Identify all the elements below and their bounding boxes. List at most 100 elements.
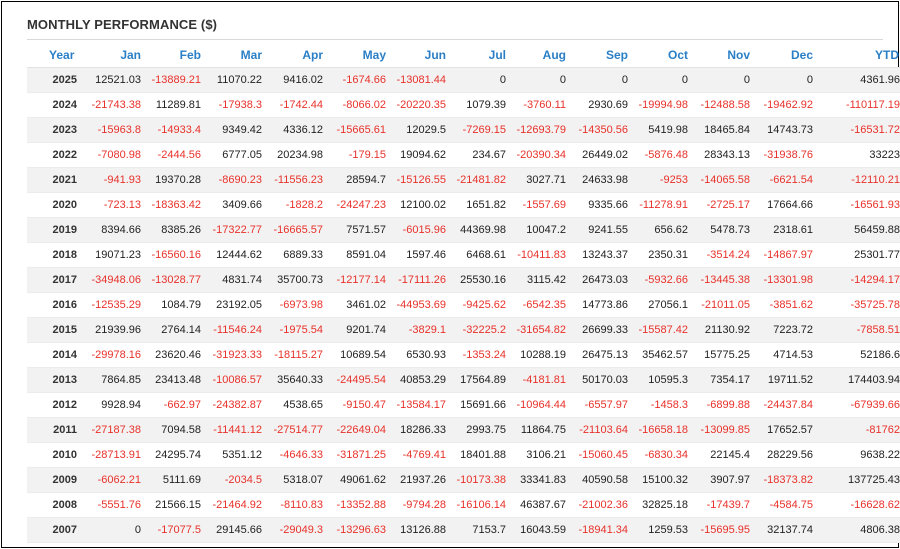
value-cell-aug: -1557.69 — [510, 192, 570, 218]
value-cell-jun: 19094.62 — [390, 142, 450, 168]
table-row: 2019 8394.66 8385.26 -17322.77 -16665.57 7571… — [27, 217, 900, 243]
year-cell: 2025 — [27, 67, 83, 93]
column-header-aug[interactable]: Aug — [510, 42, 570, 68]
value-cell-apr: -27514.77 — [266, 417, 327, 443]
value-cell-jun: -20220.35 — [390, 92, 450, 118]
value-cell-apr: -18115.27 — [266, 342, 327, 368]
column-header-jun[interactable]: Jun — [390, 42, 450, 68]
value-cell-ytd: -14294.17 — [817, 267, 900, 293]
value-cell-jan: -27187.38 — [83, 417, 145, 443]
column-header-feb[interactable]: Feb — [145, 42, 205, 68]
value-cell-feb: 23620.46 — [145, 342, 205, 368]
column-header-dec[interactable]: Dec — [754, 42, 817, 68]
value-cell-jan: 7864.85 — [83, 367, 145, 393]
table-body: 2025 12521.03 -13889.21 11070.22 9416.02 -167… — [27, 67, 900, 543]
column-header-jan[interactable]: Jan — [83, 42, 145, 68]
column-header-ytd[interactable]: YTD — [817, 42, 900, 68]
column-header-jul[interactable]: Jul — [450, 42, 510, 68]
value-cell-mar: -24382.87 — [205, 392, 266, 418]
value-cell-may: 9201.74 — [327, 317, 390, 343]
value-cell-nov: 15775.25 — [692, 342, 754, 368]
value-cell-jun: -9794.28 — [390, 492, 450, 518]
value-cell-mar: 9349.42 — [205, 117, 266, 143]
value-cell-aug: -3760.11 — [510, 92, 570, 118]
value-cell-apr: 9416.02 — [266, 67, 327, 93]
panel-title: MONTHLY PERFORMANCE ($) — [27, 17, 218, 32]
value-cell-may: -9150.47 — [327, 392, 390, 418]
table-row: 2013 7864.85 23413.48 -10086.57 35640.33 -244… — [27, 367, 900, 393]
value-cell-jan: -15963.8 — [83, 117, 145, 143]
value-cell-dec: -14867.97 — [754, 242, 817, 268]
value-cell-nov: -15695.95 — [692, 517, 754, 543]
value-cell-mar: 11070.22 — [205, 67, 266, 93]
year-cell: 2019 — [27, 217, 83, 243]
year-cell: 2024 — [27, 92, 83, 118]
value-cell-ytd: 174403.94 — [817, 367, 900, 393]
value-cell-jun: -17111.26 — [390, 267, 450, 293]
value-cell-oct: 656.62 — [632, 217, 692, 243]
value-cell-mar: 5351.12 — [205, 442, 266, 468]
value-cell-jan: -6062.21 — [83, 467, 145, 493]
column-header-apr[interactable]: Apr — [266, 42, 327, 68]
table-row: 2023 -15963.8 -14933.4 9349.42 4336.12 -15665… — [27, 117, 900, 143]
table-row: 2020 -723.13 -18363.42 3409.66 -1828.2 -24247… — [27, 192, 900, 218]
value-cell-ytd: -12110.21 — [817, 167, 900, 193]
value-cell-ytd: -35725.78 — [817, 292, 900, 318]
value-cell-aug: -6542.35 — [510, 292, 570, 318]
value-cell-may: 7571.57 — [327, 217, 390, 243]
value-cell-ytd: -16628.62 — [817, 492, 900, 518]
value-cell-oct: 10595.3 — [632, 367, 692, 393]
value-cell-dec: 17652.57 — [754, 417, 817, 443]
value-cell-dec: 17664.66 — [754, 192, 817, 218]
table-row: 2018 19071.23 -16560.16 12444.62 6889.33 8591… — [27, 242, 900, 268]
value-cell-jan: -723.13 — [83, 192, 145, 218]
year-cell: 2023 — [27, 117, 83, 143]
value-cell-jul: 44369.98 — [450, 217, 510, 243]
value-cell-apr: -29049.3 — [266, 517, 327, 543]
value-cell-nov: 7354.17 — [692, 367, 754, 393]
year-cell: 2017 — [27, 267, 83, 293]
value-cell-ytd: -110117.19 — [817, 92, 900, 118]
value-cell-nov: 0 — [692, 67, 754, 93]
column-header-mar[interactable]: Mar — [205, 42, 266, 68]
column-header-nov[interactable]: Nov — [692, 42, 754, 68]
value-cell-feb: -18363.42 — [145, 192, 205, 218]
value-cell-feb: 2764.14 — [145, 317, 205, 343]
value-cell-mar: 6777.05 — [205, 142, 266, 168]
value-cell-mar: 29145.66 — [205, 517, 266, 543]
value-cell-nov: -6899.88 — [692, 392, 754, 418]
column-header-year[interactable]: Year — [27, 42, 83, 68]
value-cell-jul: 15691.66 — [450, 392, 510, 418]
value-cell-may: -15665.61 — [327, 117, 390, 143]
value-cell-nov: 28343.13 — [692, 142, 754, 168]
value-cell-sep: 0 — [570, 67, 632, 93]
value-cell-may: -24247.23 — [327, 192, 390, 218]
value-cell-oct: -1458.3 — [632, 392, 692, 418]
value-cell-jun: 12029.5 — [390, 117, 450, 143]
value-cell-jul: 2993.75 — [450, 417, 510, 443]
value-cell-oct: -9253 — [632, 167, 692, 193]
column-header-sep[interactable]: Sep — [570, 42, 632, 68]
year-cell: 2008 — [27, 492, 83, 518]
value-cell-apr: 4336.12 — [266, 117, 327, 143]
year-cell: 2010 — [27, 442, 83, 468]
value-cell-jun: -6015.96 — [390, 217, 450, 243]
value-cell-dec: -18373.82 — [754, 467, 817, 493]
value-cell-ytd: -7858.51 — [817, 317, 900, 343]
value-cell-dec: 0 — [754, 67, 817, 93]
value-cell-nov: -14065.58 — [692, 167, 754, 193]
value-cell-apr: 6889.33 — [266, 242, 327, 268]
column-header-oct[interactable]: Oct — [632, 42, 692, 68]
column-header-may[interactable]: May — [327, 42, 390, 68]
value-cell-jan: 12521.03 — [83, 67, 145, 93]
value-cell-oct: 2350.31 — [632, 242, 692, 268]
value-cell-apr: -11556.23 — [266, 167, 327, 193]
value-cell-aug: -12693.79 — [510, 117, 570, 143]
monthly-performance-table: Year Jan Feb Mar Apr May Jun Jul Aug Sep… — [27, 42, 900, 543]
value-cell-jan: -34948.06 — [83, 267, 145, 293]
value-cell-mar: 23192.05 — [205, 292, 266, 318]
year-cell: 2016 — [27, 292, 83, 318]
value-cell-jun: -13081.44 — [390, 67, 450, 93]
value-cell-oct: -16658.18 — [632, 417, 692, 443]
value-cell-jun: 18286.33 — [390, 417, 450, 443]
